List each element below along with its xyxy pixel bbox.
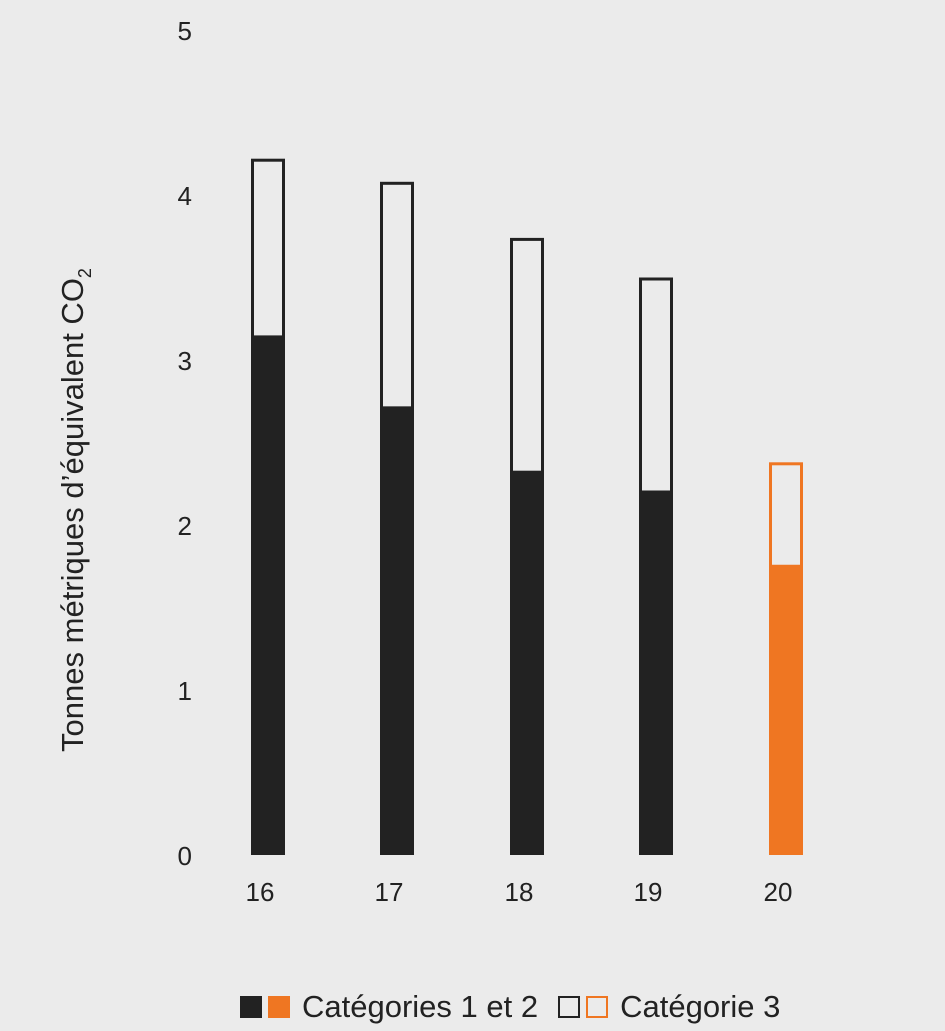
x-tick-label: 17 xyxy=(375,877,404,907)
y-tick-label: 0 xyxy=(178,841,192,871)
bar-categorie-3-17 xyxy=(380,181,414,410)
x-tick-label: 19 xyxy=(634,877,663,907)
bar-categories-1-2-17 xyxy=(380,407,414,855)
x-tick-label: 16 xyxy=(246,877,275,907)
legend-label-categories-1-2: Catégories 1 et 2 xyxy=(302,989,539,1024)
y-axis-ticks: 0 1 2 3 4 5 xyxy=(178,16,192,871)
legend-swatch-dark-filled xyxy=(240,996,262,1018)
bars xyxy=(251,158,803,855)
bar-categories-1-2-19 xyxy=(639,492,673,855)
bar-categorie-3-18 xyxy=(510,237,544,474)
legend-swatch-orange-outline xyxy=(586,996,609,1018)
legend-swatch-dark-outline xyxy=(558,996,581,1018)
legend-label-category-3: Catégorie 3 xyxy=(620,989,781,1024)
bar-categorie-3-20 xyxy=(769,462,803,568)
bar-chart: 0 1 2 3 4 5 16 17 18 19 20 Tonnes métriques d’équ… xyxy=(55,16,803,907)
y-tick-label: 3 xyxy=(178,346,192,376)
bar-categorie-3-16 xyxy=(251,158,285,339)
y-tick-label: 5 xyxy=(178,16,192,46)
x-tick-label: 18 xyxy=(505,877,534,907)
bar-categories-1-2-16 xyxy=(251,336,285,855)
legend-swatch-orange-filled xyxy=(268,996,290,1018)
y-axis-label: Tonnes métriques d’équivalent CO2 xyxy=(55,268,95,752)
y-axis-label-text: Tonnes métriques d’équivalent CO xyxy=(55,278,90,752)
y-tick-label: 4 xyxy=(178,181,192,211)
legend: Catégories 1 et 2 Catégorie 3 xyxy=(240,989,781,1024)
bar-categories-1-2-20 xyxy=(769,566,803,855)
y-axis-label-subscript: 2 xyxy=(75,268,95,278)
bar-categorie-3-19 xyxy=(639,277,673,494)
bar-categories-1-2-18 xyxy=(510,472,544,855)
x-axis-ticks: 16 17 18 19 20 xyxy=(246,877,793,907)
y-tick-label: 2 xyxy=(178,511,192,541)
y-tick-label: 1 xyxy=(178,676,192,706)
x-tick-label: 20 xyxy=(764,877,793,907)
